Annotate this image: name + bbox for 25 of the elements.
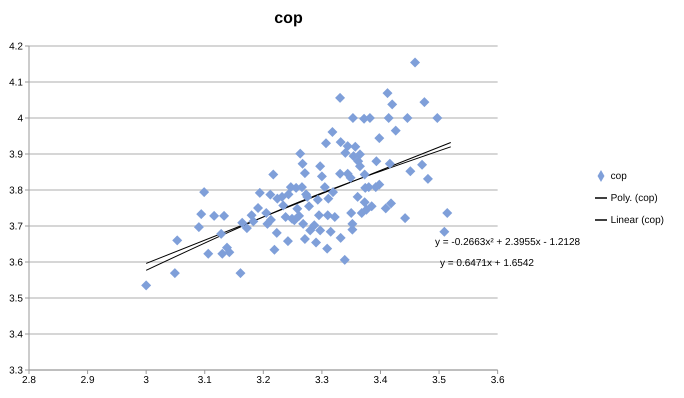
y-tick-label: 4.1: [9, 78, 24, 89]
legend-label: cop: [610, 171, 627, 182]
x-tick-label: 3.4: [374, 375, 388, 386]
y-tick-label: 3.9: [9, 150, 24, 161]
x-tick-label: 2.9: [80, 375, 95, 386]
y-tick-label: 3.6: [9, 258, 24, 269]
y-tick-label: 3.7: [9, 222, 24, 233]
x-tick-label: 3: [143, 375, 150, 386]
y-tick-label: 3.5: [9, 294, 24, 305]
y-tick-label: 4.2: [9, 42, 24, 53]
chart-title: cop: [273, 10, 304, 28]
y-tick-label: 3.4: [9, 330, 24, 341]
legend-label: Poly. (cop): [610, 193, 658, 204]
annotation: y = -0.2663x² + 2.3955x - 1.2128: [435, 237, 580, 248]
x-tick-label: 3.1: [198, 375, 212, 386]
y-tick-label: 4: [17, 114, 24, 125]
x-tick-label: 3.6: [490, 375, 506, 386]
y-tick-label: 3.8: [9, 186, 24, 197]
legend-label: Linear (cop): [610, 215, 664, 226]
annotation: y = 0.6471x + 1.6542: [440, 258, 534, 269]
x-tick-label: 3.3: [314, 375, 330, 386]
x-tick-label: 3.5: [432, 375, 446, 386]
y-tick-label: 3.3: [9, 366, 24, 377]
x-tick-label: 3.2: [256, 375, 271, 386]
x-tick-label: 2.8: [22, 375, 36, 386]
